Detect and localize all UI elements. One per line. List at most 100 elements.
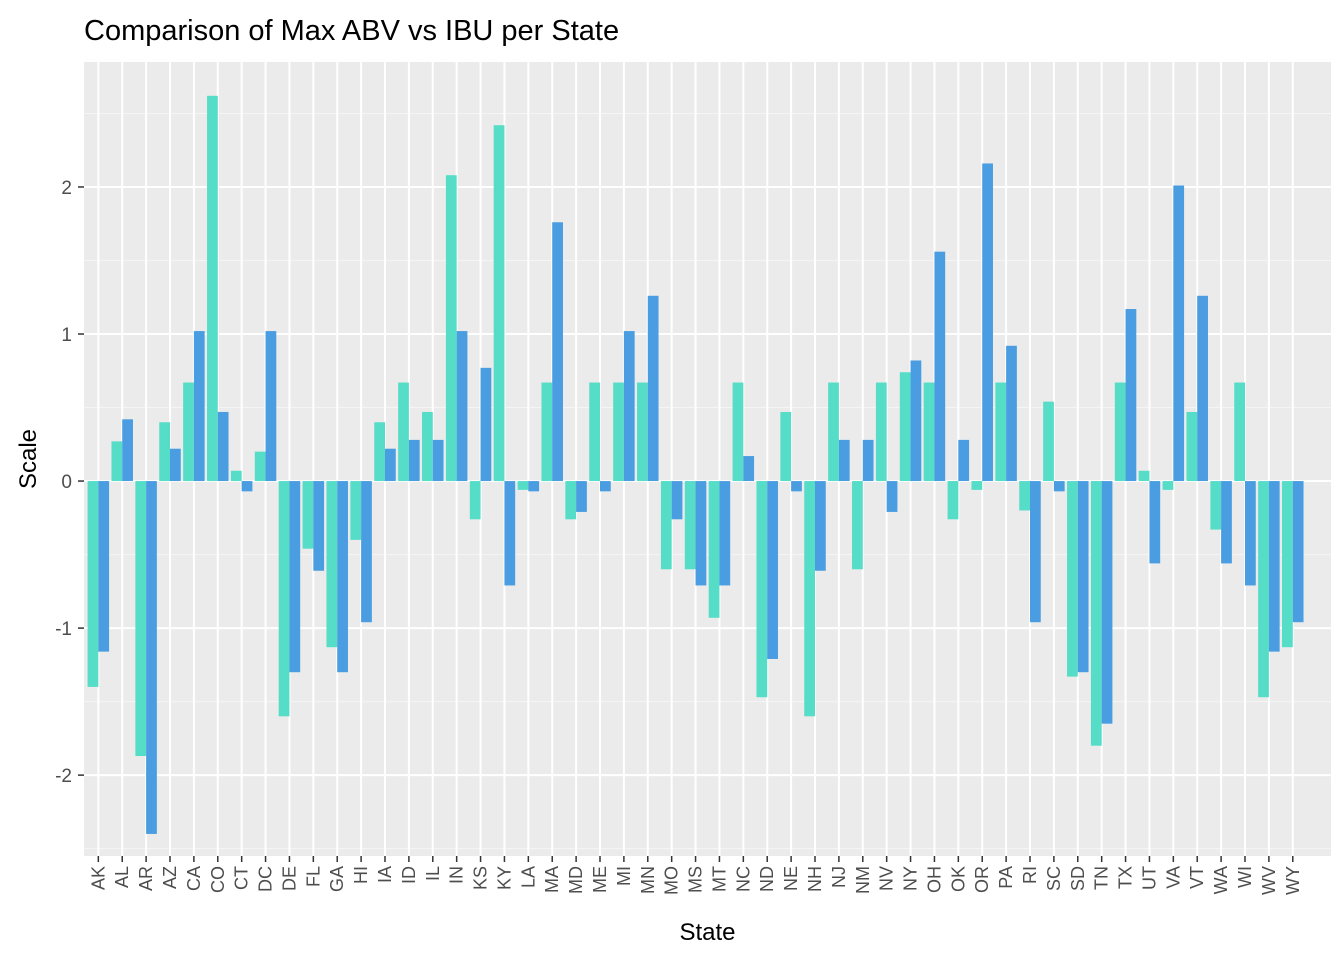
x-tick-label-ri: RI [1020,866,1040,884]
bar-il-abv [422,411,433,482]
x-tick-label-ar: AR [136,866,156,891]
bar-wi-ibu [1245,481,1256,586]
x-tick-label-ok: OK [948,866,968,892]
bar-nc-ibu [743,456,755,482]
bar-ms-ibu [695,481,707,586]
bar-md-ibu [576,481,587,512]
bar-sc-abv [1043,401,1054,482]
bar-ga-abv [326,481,338,648]
bar-ga-ibu [337,481,348,673]
bar-sd-abv [1067,481,1078,677]
y-tick-label: -2 [55,766,72,787]
bar-oh-abv [923,382,935,482]
bar-ut-abv [1138,470,1150,482]
x-tick-label-nm: NM [853,866,873,894]
bar-tx-ibu [1125,309,1137,482]
bar-az-ibu [170,448,181,482]
bar-ks-abv [469,481,481,520]
bar-ri-abv [1019,481,1030,511]
bar-ny-ibu [910,360,922,482]
x-axis-title: State [679,919,735,946]
bar-nj-ibu [838,439,850,482]
bar-ar-ibu [146,481,157,834]
x-tick-label-wv: WV [1259,866,1279,895]
y-tick-label: 0 [61,472,72,493]
bar-hi-abv [350,481,362,540]
bar-mn-abv [637,382,648,482]
bar-mo-abv [660,481,672,570]
bar-al-ibu [122,419,133,482]
x-tick-label-mo: MO [662,866,682,895]
x-tick-label-la: LA [518,866,538,888]
bar-nd-abv [756,481,768,698]
bar-co-abv [207,95,218,482]
bar-wy-abv [1282,481,1293,648]
bar-va-ibu [1173,185,1185,482]
y-axis: -2 -1 0 1 2 [55,178,84,787]
x-tick-label-vt: VT [1187,866,1207,889]
bar-me-abv [589,382,600,482]
bar-ks-ibu [480,367,492,482]
x-tick-label-il: IL [423,866,443,881]
chart-title: Comparison of Max ABV vs IBU per State [84,15,619,47]
x-tick-label-ms: MS [686,866,706,893]
x-tick-label-sd: SD [1068,866,1088,891]
x-tick-label-oh: OH [924,866,944,893]
x-tick-label-ia: IA [375,866,395,883]
bar-ak-ibu [98,481,110,652]
bar-hi-ibu [361,481,372,623]
x-axis: AK AL AR AZ CA CO CT DC DE FL GA HI IA ID IL IN KS KY LA MA… [88,856,1303,895]
bar-in-ibu [456,331,468,482]
bar-ak-abv [87,481,99,687]
bar-wv-abv [1258,481,1269,698]
bar-nv-ibu [886,481,898,512]
bar-ca-abv [183,382,194,482]
x-tick-label-hi: HI [351,866,371,884]
x-tick-label-tn: TN [1092,866,1112,890]
bar-la-ibu [528,481,540,492]
bar-il-ibu [432,439,444,482]
bar-tx-abv [1114,382,1126,482]
bar-vt-abv [1186,411,1198,482]
bar-in-abv [445,175,457,482]
bar-nh-ibu [815,481,826,571]
bar-mi-ibu [623,331,635,482]
bar-nh-abv [804,481,815,717]
bar-wi-abv [1234,382,1245,482]
x-tick-label-va: VA [1163,866,1183,889]
x-tick-label-tx: TX [1116,866,1136,889]
bar-al-abv [111,441,123,482]
bar-nd-ibu [767,481,778,659]
x-tick-label-mn: MN [638,866,658,894]
bar-ct-ibu [241,481,253,492]
bar-ky-ibu [504,481,516,586]
bar-wy-ibu [1292,481,1304,623]
bar-nm-abv [852,481,863,570]
bar-or-abv [971,481,983,490]
bar-mo-ibu [671,481,683,520]
x-tick-label-md: MD [566,866,586,894]
bar-mn-ibu [647,295,659,482]
bar-fl-abv [302,481,314,549]
x-tick-label-ca: CA [184,866,204,891]
bar-fl-ibu [313,481,325,571]
bar-ct-abv [230,470,242,482]
bar-md-abv [565,481,577,520]
bar-pa-ibu [1006,345,1017,482]
bar-sd-ibu [1077,481,1089,673]
bar-nj-abv [828,382,839,482]
x-tick-label-ks: KS [471,866,491,890]
x-tick-label-mt: MT [709,866,729,892]
x-tick-label-ma: MA [542,866,562,893]
bar-dc-abv [254,451,266,482]
bar-la-abv [517,481,529,490]
y-tick-label: 1 [61,325,72,346]
bar-mt-ibu [719,481,731,586]
y-tick-label: 2 [61,178,72,199]
bar-tn-abv [1090,481,1102,746]
bar-me-ibu [600,481,611,492]
x-tick-label-wy: WY [1283,866,1303,895]
x-tick-label-wa: WA [1211,866,1231,894]
